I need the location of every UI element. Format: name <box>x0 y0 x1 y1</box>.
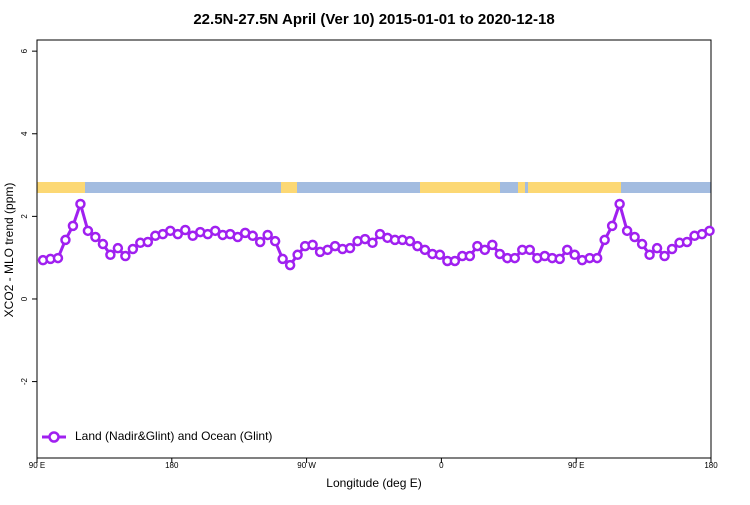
x-tick-label: 90 E <box>29 461 45 470</box>
y-tick-label: 6 <box>20 48 29 53</box>
chart-title: 22.5N-27.5N April (Ver 10) 2015-01-01 to… <box>193 11 554 28</box>
data-point <box>614 198 625 210</box>
x-tick-label: 180 <box>165 461 179 470</box>
data-point <box>247 230 258 242</box>
y-tick-label: 2 <box>20 214 29 219</box>
data-point <box>636 238 648 250</box>
data-point <box>262 229 273 241</box>
land-ocean-band <box>37 182 711 193</box>
data-point <box>681 236 693 248</box>
legend: Land (Nadir&Glint) and Ocean (Glint) <box>42 429 272 443</box>
data-point <box>599 234 610 246</box>
data-point <box>494 248 506 260</box>
x-tick-label: 90 E <box>568 461 584 470</box>
data-point <box>67 220 79 232</box>
data-point <box>97 238 109 250</box>
data-point <box>172 228 184 240</box>
data-point <box>75 198 86 210</box>
data-point <box>464 250 476 262</box>
legend-marker <box>48 431 60 443</box>
data-point <box>629 231 640 243</box>
data-point <box>292 249 303 261</box>
data-point <box>209 225 221 237</box>
data-point <box>644 249 655 261</box>
data-point <box>254 236 266 248</box>
data-point <box>591 252 603 264</box>
data-point <box>82 225 94 237</box>
data-point <box>419 244 431 256</box>
data-point <box>105 249 116 261</box>
land-strip <box>420 182 500 193</box>
data-point <box>90 231 101 243</box>
data-point <box>60 234 71 246</box>
data-point <box>651 242 663 254</box>
data-point <box>479 244 491 256</box>
y-tick-label: -2 <box>20 377 29 385</box>
legend-label: Land (Nadir&Glint) and Ocean (Glint) <box>75 429 272 443</box>
x-tick-label: 180 <box>704 461 718 470</box>
data-point <box>554 253 565 265</box>
data-point <box>434 249 446 261</box>
data-point <box>277 253 288 265</box>
land-strip <box>518 182 525 193</box>
data-point <box>120 250 131 262</box>
x-axis-label: Longitude (deg E) <box>326 476 421 490</box>
data-point <box>112 242 124 254</box>
land-strip <box>528 182 621 193</box>
data-point <box>621 225 633 237</box>
data-point <box>524 244 536 256</box>
y-tick-label: 4 <box>20 131 29 136</box>
data-point <box>487 239 498 251</box>
data-point <box>404 235 416 247</box>
data-point <box>449 255 461 267</box>
data-point <box>269 235 281 247</box>
data-point <box>52 252 64 264</box>
data-point <box>509 252 521 264</box>
land-strip <box>37 182 85 193</box>
y-tick-label: 0 <box>20 296 29 301</box>
data-point <box>704 225 715 237</box>
x-tick-label: 0 <box>439 461 444 470</box>
plot-frame <box>36 39 712 459</box>
data-point <box>307 239 318 251</box>
data-point <box>606 220 618 232</box>
data-point <box>127 243 139 255</box>
data-point <box>344 242 356 254</box>
x-tick-label: 90 W <box>297 461 316 470</box>
data-point <box>284 259 296 271</box>
ocean-strip <box>37 182 711 193</box>
data-point <box>367 237 378 249</box>
data-point <box>180 224 191 236</box>
data-point <box>232 231 243 243</box>
data-point <box>666 243 678 255</box>
data-point <box>561 244 573 256</box>
data-point <box>142 236 154 248</box>
y-axis-label: XCO2 - MLO trend (ppm) <box>2 183 16 318</box>
data-point <box>569 249 580 261</box>
land-strip <box>281 182 297 193</box>
data-point <box>659 250 670 262</box>
